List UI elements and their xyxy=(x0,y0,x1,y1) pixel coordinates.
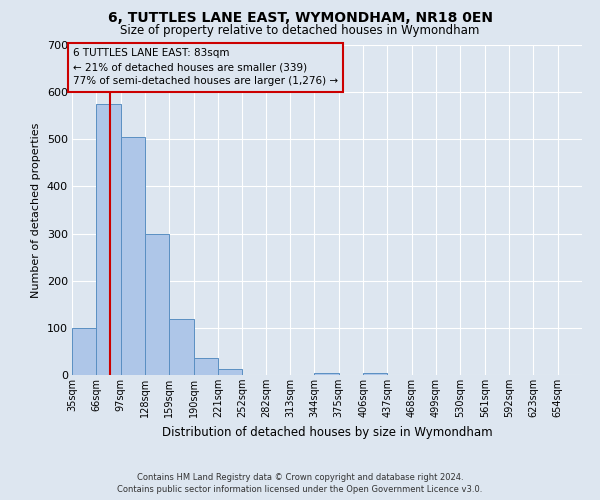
Y-axis label: Number of detached properties: Number of detached properties xyxy=(31,122,41,298)
Text: Size of property relative to detached houses in Wymondham: Size of property relative to detached ho… xyxy=(121,24,479,37)
Bar xyxy=(314,373,339,375)
Bar xyxy=(145,234,169,375)
Bar xyxy=(169,320,194,375)
Bar xyxy=(194,358,218,375)
Bar xyxy=(218,369,242,375)
Bar xyxy=(72,328,97,375)
Text: 6, TUTTLES LANE EAST, WYMONDHAM, NR18 0EN: 6, TUTTLES LANE EAST, WYMONDHAM, NR18 0E… xyxy=(107,11,493,25)
Text: 6 TUTTLES LANE EAST: 83sqm
← 21% of detached houses are smaller (339)
77% of sem: 6 TUTTLES LANE EAST: 83sqm ← 21% of deta… xyxy=(73,48,338,86)
Bar xyxy=(97,104,121,375)
Bar xyxy=(121,137,145,375)
Bar xyxy=(363,373,388,375)
X-axis label: Distribution of detached houses by size in Wymondham: Distribution of detached houses by size … xyxy=(161,426,493,438)
Text: Contains HM Land Registry data © Crown copyright and database right 2024.
Contai: Contains HM Land Registry data © Crown c… xyxy=(118,472,482,494)
